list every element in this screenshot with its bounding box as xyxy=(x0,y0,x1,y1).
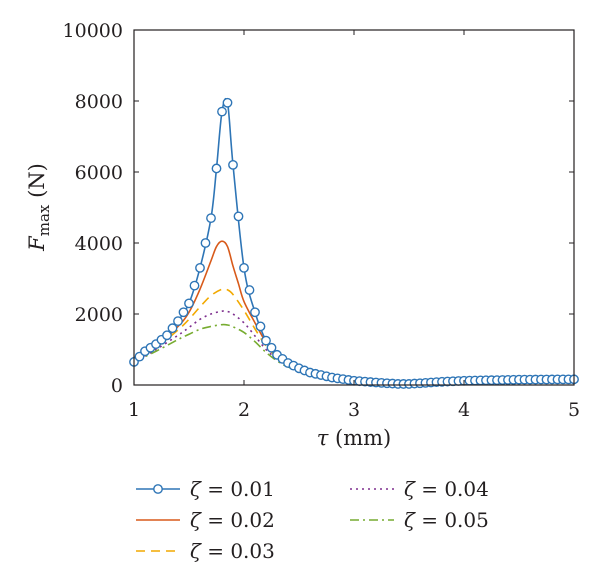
data-point xyxy=(211,163,222,174)
series-line-3 xyxy=(134,287,574,385)
data-point xyxy=(244,285,255,295)
legend-label: ζ = 0.03 xyxy=(190,539,275,563)
y-tick-label: 2000 xyxy=(75,304,123,326)
y-tick-label: 6000 xyxy=(75,162,123,184)
legend-label: ζ = 0.05 xyxy=(404,508,489,532)
data-point xyxy=(250,307,260,318)
x-tick-label: 4 xyxy=(458,399,470,421)
y-axis-label: Fmax (N) xyxy=(25,163,53,252)
y-tick-label: 10000 xyxy=(63,20,123,42)
data-point xyxy=(195,262,205,273)
legend-entry-3: ζ = 0.03 xyxy=(136,539,275,563)
legend-marker xyxy=(153,484,163,494)
data-point xyxy=(261,335,271,346)
data-point xyxy=(239,262,249,273)
data-point xyxy=(255,321,266,332)
data-point xyxy=(222,97,233,108)
data-point xyxy=(217,106,227,117)
legend-entry-5: ζ = 0.05 xyxy=(350,508,489,532)
data-point xyxy=(233,211,244,222)
data-point xyxy=(200,238,211,248)
legend-entry-4: ζ = 0.04 xyxy=(350,477,489,501)
tick-layer: 1 2 3 4 5 0 2000 4000 6000 8000 10000 xyxy=(63,20,581,421)
series-line-4 xyxy=(134,310,574,385)
legend-label: ζ = 0.04 xyxy=(404,477,489,501)
x-axis-label: τ (mm) xyxy=(317,426,392,450)
data-point xyxy=(266,342,277,353)
x-tick-label: 1 xyxy=(128,399,140,421)
plot-frame xyxy=(133,29,575,386)
data-point xyxy=(184,298,194,309)
legend-label: ζ = 0.01 xyxy=(190,477,275,501)
series-line-1 xyxy=(134,97,574,385)
legend-label: ζ = 0.02 xyxy=(190,508,275,532)
data-point xyxy=(178,307,189,318)
legend-entry-2: ζ = 0.02 xyxy=(136,508,275,532)
data-point xyxy=(173,316,183,326)
legend: ζ = 0.01 ζ = 0.02 ζ = 0.03 ζ = 0.04 ζ = 0.05 xyxy=(136,477,489,563)
series-line-2 xyxy=(134,240,574,385)
x-tick-label: 2 xyxy=(238,399,250,421)
data-point xyxy=(228,159,238,170)
data-point xyxy=(162,330,172,341)
y-tick-label: 0 xyxy=(111,375,123,397)
legend-entry-1: ζ = 0.01 xyxy=(136,477,275,501)
y-tick-label: 8000 xyxy=(75,91,123,113)
data-point xyxy=(189,280,200,291)
marker-layer xyxy=(129,97,579,389)
data-point xyxy=(206,213,216,224)
x-tick-label: 3 xyxy=(348,399,360,421)
data-point xyxy=(167,323,178,334)
series-layer xyxy=(134,97,574,385)
x-tick-label: 5 xyxy=(568,399,580,421)
y-tick-label: 4000 xyxy=(75,233,123,255)
